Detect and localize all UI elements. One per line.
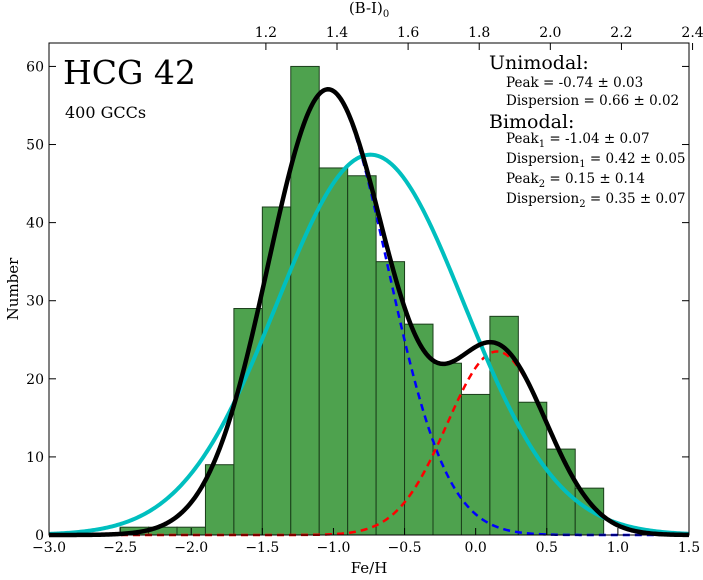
- y-tick-label: 10: [26, 450, 44, 466]
- unimodal-dispersion: Dispersion = 0.66 ± 0.02: [506, 93, 679, 109]
- unimodal-heading: Unimodal:: [489, 52, 589, 74]
- top-x-tick-label: 2.2: [610, 25, 632, 41]
- x-tick-label: 0.5: [536, 540, 558, 556]
- histogram-bar: [432, 362, 462, 536]
- y-tick-label: 30: [26, 294, 44, 310]
- histogram-bar: [261, 206, 292, 536]
- x-tick-label: −1.0: [316, 540, 350, 556]
- y-tick-label: 0: [35, 528, 44, 544]
- x-tick-label: −0.5: [388, 540, 422, 556]
- bimodal-stat-line: Dispersion1 = 0.42 ± 0.05: [506, 151, 686, 170]
- y-tick-label: 40: [26, 216, 44, 232]
- y-tick-label: 50: [26, 138, 44, 154]
- sample-size-label: 400 GCCs: [65, 103, 146, 122]
- unimodal-fit-curve: [48, 152, 690, 536]
- top-x-tick-label: 1.6: [397, 25, 419, 41]
- top-x-tick-label: 1.2: [255, 25, 277, 41]
- panel-title: HCG 42: [63, 53, 196, 92]
- bimodal-stat-line: Peak2 = 0.15 ± 0.14: [506, 171, 645, 190]
- axis-ticks: −3.0 −2.5 −2.0 −1.5 −1.0 −0.5 0.0 0.5 1.0 1.5 0 10 2…: [26, 25, 703, 556]
- y-axis-label: Number: [4, 257, 22, 320]
- x-tick-label: 1.5: [678, 540, 700, 556]
- top-axis-label: (B-I)0: [349, 0, 389, 20]
- fit-curves: [48, 87, 690, 538]
- plot-frame: [48, 42, 690, 536]
- bimodal-sum-curve: [48, 87, 690, 538]
- top-x-tick-label: 2.4: [681, 25, 703, 41]
- fit-legend: Unimodal: Peak = -0.74 ± 0.03 Dispersion…: [489, 52, 686, 210]
- x-tick-label: −3.0: [32, 540, 66, 556]
- top-x-tick-label: 1.4: [326, 25, 348, 41]
- histogram-bar: [318, 167, 349, 536]
- bimodal-stat-line: Peak1 = -1.04 ± 0.07: [506, 131, 650, 150]
- bimodal-heading: Bimodal:: [489, 111, 574, 133]
- y-tick-label: 60: [26, 59, 44, 75]
- x-tick-label: −2.0: [174, 540, 208, 556]
- x-tick-label: −1.5: [245, 540, 279, 556]
- y-tick-label: 20: [26, 372, 44, 388]
- top-x-tick-label: 1.8: [468, 25, 490, 41]
- histogram-bar: [347, 175, 377, 536]
- x-tick-label: −2.5: [103, 540, 137, 556]
- histogram-bar: [517, 401, 548, 536]
- histogram-bar: [204, 464, 235, 536]
- x-axis-label: Fe/H: [351, 559, 388, 577]
- x-tick-label: 1.0: [607, 540, 629, 556]
- x-tick-label: 0.0: [465, 540, 487, 556]
- bimodal-stat-line: Dispersion2 = 0.35 ± 0.07: [506, 191, 686, 210]
- histogram-bar: [290, 65, 320, 536]
- histogram-bar: [375, 261, 406, 536]
- histogram-bar: [546, 448, 576, 536]
- top-x-tick-label: 2.0: [539, 25, 561, 41]
- unimodal-peak: Peak = -0.74 ± 0.03: [506, 75, 643, 91]
